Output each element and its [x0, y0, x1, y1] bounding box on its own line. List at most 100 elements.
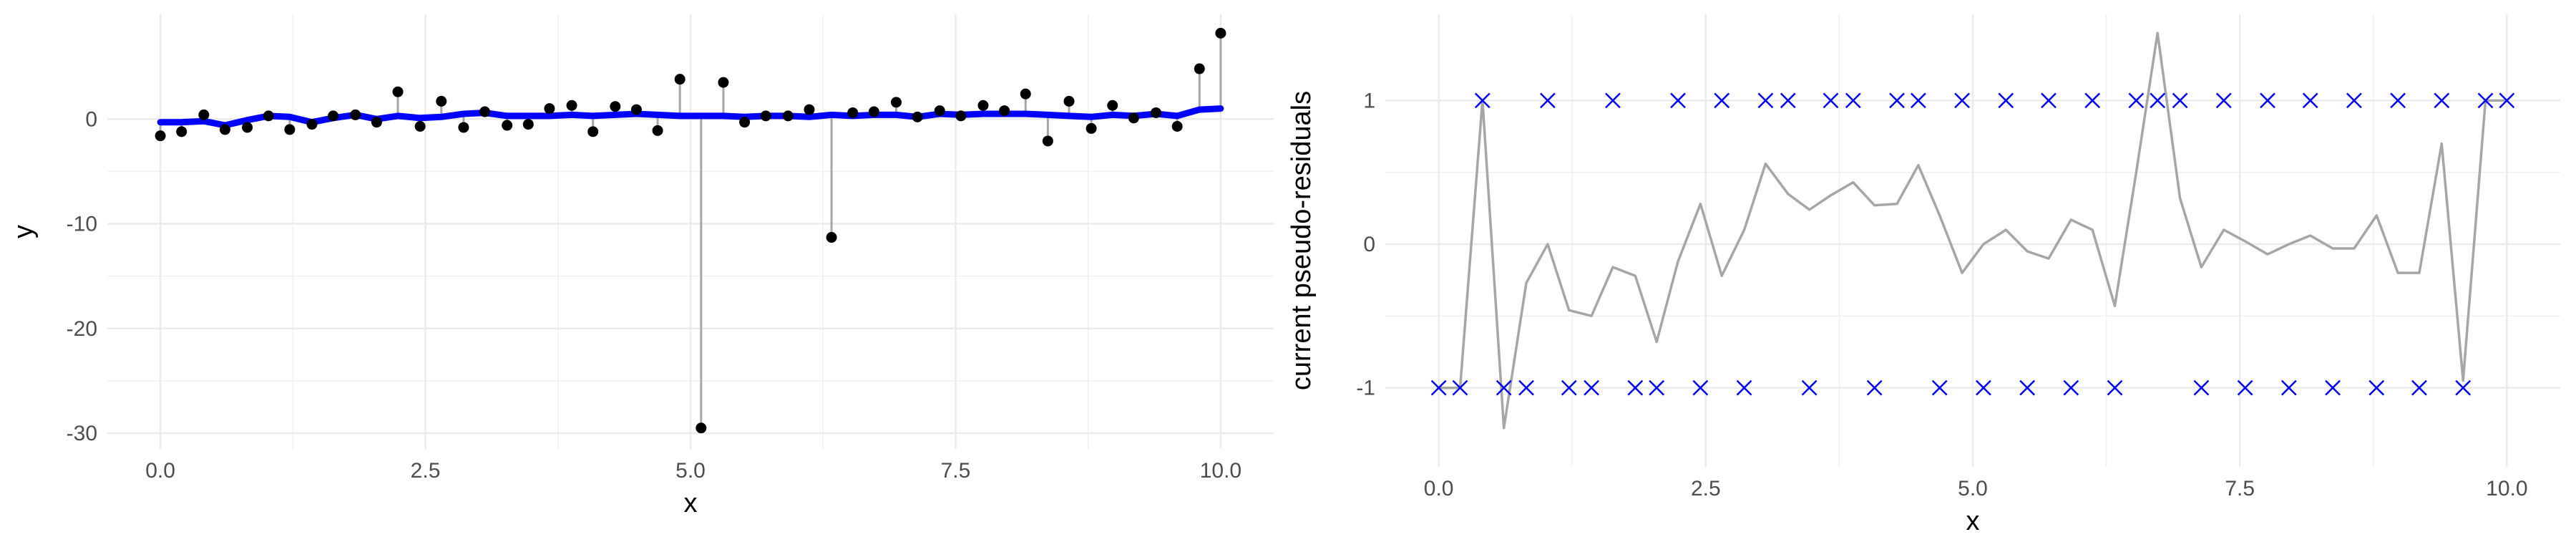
- pseudo-residual-marker: [2063, 379, 2079, 396]
- pseudo-residual-marker: [1605, 92, 1621, 109]
- data-point: [566, 100, 577, 111]
- chart-fitted-values: 0.0 2.5 5.0 7.5 10.0 0 -10 -20 -30 x y: [9, 14, 1274, 518]
- data-point: [219, 124, 230, 135]
- data-point: [760, 110, 771, 122]
- pseudo-residual-marker: [1518, 379, 1534, 396]
- data-point: [522, 119, 534, 130]
- data-point: [847, 107, 859, 118]
- data-point: [868, 106, 879, 117]
- pseudo-residual-marker: [2390, 92, 2406, 109]
- pseudo-residual-line: [1438, 32, 2507, 430]
- y-tick-label: -1: [1356, 377, 1375, 400]
- data-point: [630, 104, 642, 115]
- x-tick-label: 7.5: [941, 459, 971, 483]
- x-tick-label: 2.5: [411, 459, 441, 483]
- pseudo-residual-marker: [1692, 379, 1709, 396]
- x-tick-label: 0.0: [1424, 477, 1454, 500]
- y-tick-label: -30: [67, 422, 97, 445]
- pseudo-residual-marker: [2477, 92, 2494, 109]
- y-tick-label: 1: [1363, 89, 1375, 112]
- data-point: [198, 109, 210, 120]
- data-point: [1128, 112, 1139, 124]
- pseudo-residual-marker: [1452, 379, 1468, 396]
- data-point: [350, 109, 361, 120]
- data-point: [436, 95, 447, 107]
- pseudo-residual-marker: [1757, 92, 1774, 109]
- pseudo-residual-marker: [2128, 92, 2145, 109]
- data-point: [284, 124, 296, 135]
- x-tick-label: 7.5: [2225, 477, 2255, 500]
- pseudo-residual-marker: [2215, 92, 2232, 109]
- pseudo-residual-markers: [1430, 92, 2515, 396]
- pseudo-residual-marker: [1561, 379, 1577, 396]
- data-point: [328, 110, 339, 122]
- data-point: [718, 77, 729, 88]
- pseudo-residual-marker: [2434, 92, 2450, 109]
- data-point: [544, 103, 555, 115]
- data-points: [155, 27, 1226, 434]
- data-point: [242, 122, 253, 133]
- pseudo-residual-marker: [2280, 379, 2297, 396]
- pseudo-residual-marker: [2084, 92, 2101, 109]
- data-point: [739, 117, 751, 128]
- pseudo-residual-marker: [2499, 92, 2515, 109]
- pseudo-residual-marker: [1998, 92, 2014, 109]
- x-tick-label: 10.0: [2486, 477, 2527, 500]
- data-point: [1151, 107, 1162, 118]
- data-point: [1063, 95, 1075, 107]
- y-tick-label: 0: [85, 107, 97, 131]
- pseudo-residual-marker: [2302, 92, 2318, 109]
- data-point: [826, 232, 837, 243]
- pseudo-residual-marker: [2193, 379, 2210, 396]
- pseudo-residual-marker: [1670, 92, 1686, 109]
- data-point: [1194, 63, 1205, 74]
- gridlines: [1385, 14, 2560, 467]
- pseudo-residual-marker: [2237, 379, 2253, 396]
- data-point: [155, 130, 166, 142]
- x-axis-label: x: [1966, 506, 1980, 536]
- data-point: [696, 422, 707, 434]
- gridlines: [107, 14, 1274, 449]
- x-tick-label: 0.0: [145, 459, 175, 483]
- data-point: [1042, 135, 1053, 147]
- x-axis-label: x: [684, 488, 698, 518]
- pseudo-residual-marker: [1845, 92, 1861, 109]
- data-point: [371, 117, 382, 128]
- data-point: [306, 119, 318, 130]
- pseudo-residual-marker: [1931, 379, 1948, 396]
- x-tick-label: 2.5: [1691, 477, 1721, 500]
- x-tick-label: 5.0: [675, 459, 706, 483]
- x-tick-label: 5.0: [1958, 477, 1988, 500]
- y-tick-label: -10: [67, 213, 97, 236]
- pseudo-residual-marker: [2368, 379, 2385, 396]
- data-point: [392, 86, 404, 97]
- chart-pseudo-residuals: 0.0 2.5 5.0 7.5 10.0 1 0 -1 x current pseudo-resi…: [1287, 14, 2560, 536]
- data-point: [502, 120, 513, 131]
- pseudo-residual-marker: [2172, 92, 2188, 109]
- pseudo-residual-marker: [1823, 92, 1839, 109]
- pseudo-residual-marker: [1736, 379, 1752, 396]
- pseudo-residual-marker: [2325, 379, 2341, 396]
- data-point: [1171, 121, 1183, 132]
- y-axis-label: y: [9, 225, 39, 238]
- data-point: [479, 106, 491, 117]
- pseudo-residual-marker: [1976, 379, 1991, 396]
- data-point: [263, 110, 274, 122]
- data-point: [782, 110, 794, 122]
- pseudo-residual-marker: [2455, 379, 2472, 396]
- pseudo-residual-marker: [1889, 92, 1905, 109]
- data-point: [912, 111, 923, 122]
- data-point: [890, 97, 902, 108]
- pseudo-residual-marker: [1627, 379, 1644, 396]
- data-point: [587, 126, 599, 137]
- pseudo-residual-marker: [1474, 92, 1491, 109]
- data-point: [674, 74, 686, 85]
- tick-labels: 0.0 2.5 5.0 7.5 10.0 0 -10 -20 -30: [67, 107, 1241, 483]
- pseudo-residual-marker: [2411, 379, 2427, 396]
- y-tick-label: -20: [67, 317, 97, 341]
- pseudo-residual-marker: [1714, 92, 1730, 109]
- data-point: [610, 101, 621, 112]
- pseudo-residual-marker: [2041, 92, 2057, 109]
- data-point: [652, 125, 663, 136]
